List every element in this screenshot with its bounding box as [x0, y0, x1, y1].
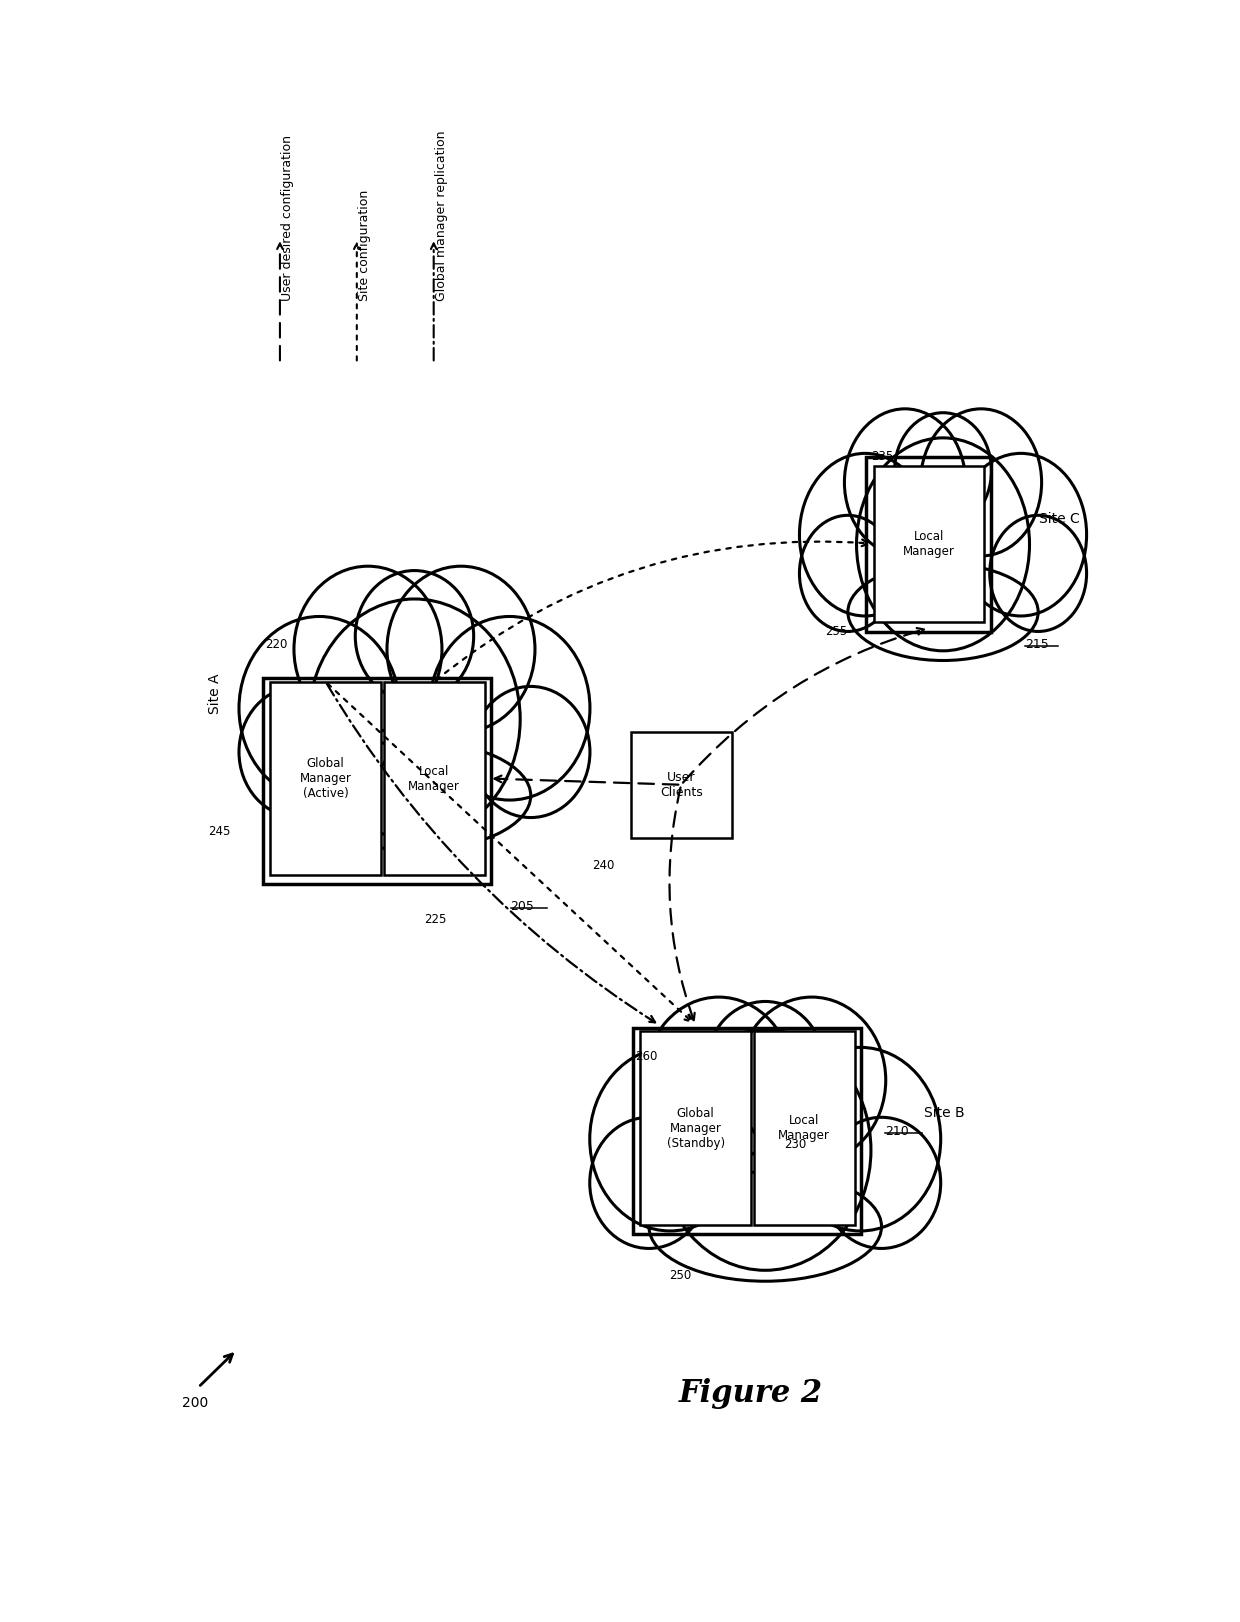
Text: 210: 210 [885, 1126, 909, 1139]
Ellipse shape [356, 571, 474, 702]
Text: 250: 250 [670, 1268, 692, 1281]
Ellipse shape [590, 1118, 708, 1249]
Text: Site configuration: Site configuration [358, 190, 371, 300]
Ellipse shape [471, 686, 590, 817]
Ellipse shape [309, 599, 521, 840]
Text: 220: 220 [265, 637, 288, 650]
Bar [631, 732, 732, 839]
Text: User desired configuration: User desired configuration [281, 135, 294, 300]
Text: Site B: Site B [924, 1106, 965, 1119]
Ellipse shape [822, 1118, 941, 1249]
Ellipse shape [706, 1001, 825, 1132]
Ellipse shape [738, 998, 885, 1163]
Text: 215: 215 [1024, 637, 1049, 650]
Ellipse shape [590, 1048, 750, 1231]
Bar [270, 681, 381, 876]
Text: Figure 2: Figure 2 [678, 1379, 823, 1410]
Text: Site C: Site C [1039, 513, 1080, 527]
Ellipse shape [660, 1030, 870, 1270]
Text: Local
Manager: Local Manager [903, 530, 955, 558]
Ellipse shape [920, 409, 1042, 556]
Text: Global
Manager
(Active): Global Manager (Active) [300, 757, 351, 800]
Text: 205: 205 [511, 900, 534, 913]
Ellipse shape [298, 741, 531, 850]
Text: 235: 235 [870, 451, 893, 464]
Bar [263, 678, 491, 884]
Bar [632, 1028, 862, 1234]
Text: Local
Manager: Local Manager [408, 764, 460, 793]
Ellipse shape [239, 686, 357, 817]
Bar [866, 457, 991, 633]
Ellipse shape [857, 438, 1029, 650]
Ellipse shape [894, 412, 992, 529]
Ellipse shape [800, 516, 897, 631]
Bar [640, 1032, 751, 1225]
Ellipse shape [645, 998, 792, 1163]
Text: 240: 240 [593, 860, 615, 873]
Text: Local
Manager: Local Manager [779, 1114, 830, 1142]
Ellipse shape [780, 1048, 941, 1231]
Ellipse shape [429, 616, 590, 800]
Ellipse shape [990, 516, 1086, 631]
Text: 245: 245 [208, 826, 231, 839]
Ellipse shape [800, 454, 931, 616]
Text: 260: 260 [635, 1049, 658, 1062]
Ellipse shape [649, 1173, 882, 1281]
Text: 230: 230 [785, 1137, 807, 1150]
Ellipse shape [294, 566, 441, 732]
Bar [874, 466, 985, 621]
Bar [383, 681, 485, 876]
Bar [754, 1032, 854, 1225]
Text: 225: 225 [424, 913, 446, 926]
Ellipse shape [844, 409, 966, 556]
Ellipse shape [955, 454, 1086, 616]
Text: User
Clients: User Clients [660, 770, 703, 798]
Ellipse shape [848, 564, 1038, 660]
Text: 255: 255 [825, 624, 847, 637]
Ellipse shape [387, 566, 534, 732]
Text: 200: 200 [182, 1397, 208, 1410]
Text: Global manager replication: Global manager replication [435, 130, 448, 300]
Text: Site A: Site A [208, 675, 222, 714]
Text: Global
Manager
(Standby): Global Manager (Standby) [667, 1106, 724, 1150]
Ellipse shape [239, 616, 399, 800]
